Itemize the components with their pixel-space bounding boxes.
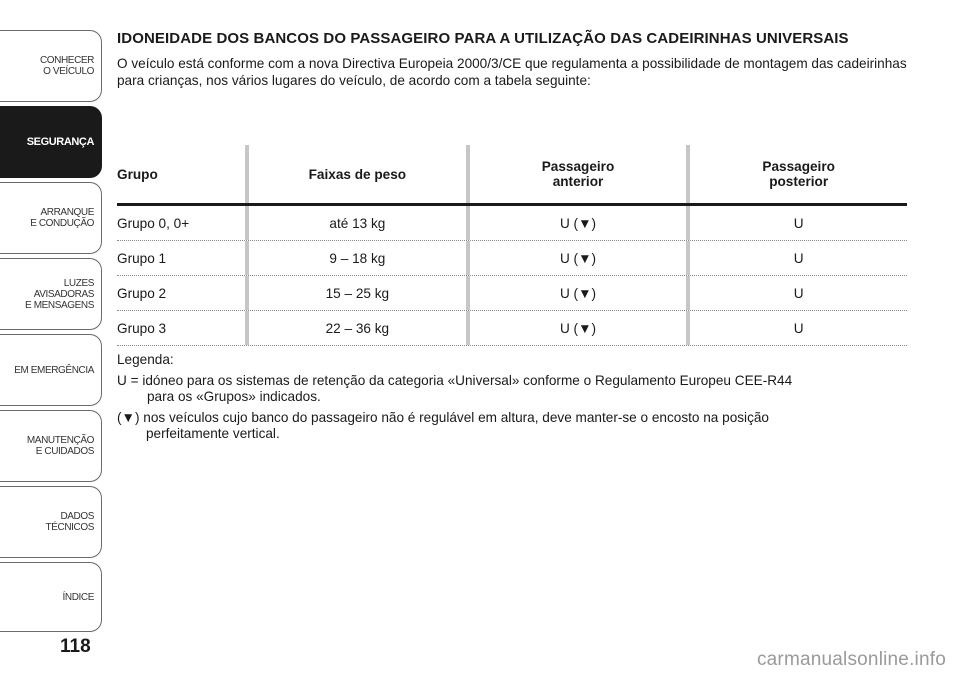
column-divider (465, 145, 470, 203)
column-divider (465, 206, 470, 240)
cell-passageiro-posterior: U (793, 215, 804, 231)
column-divider (245, 145, 250, 203)
cell-passageiro-anterior: U (▼) (559, 320, 597, 336)
column-divider (465, 276, 470, 310)
tab-conhecer-o-veiculo[interactable]: CONHECER O VEÍCULO (0, 30, 102, 102)
column-divider (686, 276, 691, 310)
cell-faixa-peso: até 13 kg (329, 215, 386, 231)
legend-item-triangle: (▼) nos veículos cujo banco do passageir… (117, 410, 907, 442)
table-row: Grupo 3 22 – 36 kg U (▼) U (117, 311, 907, 346)
table-header-row: Grupo Faixas de peso Passageiro anterior… (117, 145, 907, 206)
cell-grupo: Grupo 3 (117, 320, 167, 336)
tab-arranque-e-conducao[interactable]: ARRANQUE E CONDUÇÃO (0, 182, 102, 254)
column-divider (686, 241, 691, 275)
tab-em-emergencia[interactable]: EM EMERGÊNCIA (0, 334, 102, 406)
table-row: Grupo 1 9 – 18 kg U (▼) U (117, 241, 907, 276)
column-divider (465, 241, 470, 275)
cell-faixa-peso: 9 – 18 kg (329, 250, 386, 266)
header-passageiro-anterior: Passageiro anterior (541, 159, 615, 189)
header-passageiro-posterior: Passageiro posterior (762, 159, 835, 189)
cell-grupo: Grupo 1 (117, 250, 167, 266)
header-grupo: Grupo (117, 166, 158, 182)
column-divider (245, 276, 250, 310)
tab-indice[interactable]: ÍNDICE (0, 562, 102, 632)
section-content: IDONEIDADE DOS BANCOS DO PASSAGEIRO PARA… (117, 30, 907, 89)
seat-suitability-table: Grupo Faixas de peso Passageiro anterior… (117, 145, 907, 346)
cell-passageiro-posterior: U (793, 285, 804, 301)
cell-passageiro-anterior: U (▼) (559, 285, 597, 301)
cell-passageiro-anterior: U (▼) (559, 215, 597, 231)
column-divider (686, 145, 691, 203)
legend-key-triangle: (▼) (117, 410, 140, 425)
table-row: Grupo 0, 0+ até 13 kg U (▼) U (117, 206, 907, 241)
legend: Legenda: U = idóneo para os sistemas de … (117, 352, 907, 447)
column-divider (245, 311, 250, 345)
legend-key-u: U = (117, 373, 139, 388)
watermark: carmanualsonline.info (756, 649, 946, 670)
legend-desc-triangle-line1: nos veículos cujo banco do passageiro nã… (143, 410, 769, 425)
cell-grupo: Grupo 2 (117, 285, 167, 301)
header-faixas-de-peso: Faixas de peso (308, 166, 407, 182)
cell-passageiro-posterior: U (793, 320, 804, 336)
tab-manutencao-e-cuidados[interactable]: MANUTENÇÃO E CUIDADOS (0, 410, 102, 482)
cell-faixa-peso: 15 – 25 kg (325, 285, 390, 301)
cell-passageiro-anterior: U (▼) (559, 250, 597, 266)
cell-faixa-peso: 22 – 36 kg (325, 320, 390, 336)
table-row: Grupo 2 15 – 25 kg U (▼) U (117, 276, 907, 311)
legend-title: Legenda: (117, 352, 174, 367)
legend-desc-triangle-line2: perfeitamente vertical. (146, 426, 280, 441)
intro-paragraph: O veículo está conforme com a nova Direc… (117, 56, 907, 88)
column-divider (686, 311, 691, 345)
legend-item-u: U = idóneo para os sistemas de retenção … (117, 373, 907, 405)
tab-luzes-avisadoras[interactable]: LUZES AVISADORAS E MENSAGENS (0, 258, 102, 330)
tab-seguranca[interactable]: SEGURANÇA (0, 106, 102, 178)
column-divider (686, 206, 691, 240)
cell-passageiro-posterior: U (793, 250, 804, 266)
section-heading: IDONEIDADE DOS BANCOS DO PASSAGEIRO PARA… (117, 30, 849, 47)
column-divider (465, 311, 470, 345)
legend-desc-u-line1: idóneo para os sistemas de retenção da c… (142, 373, 793, 388)
column-divider (245, 206, 250, 240)
page-number: 118 (60, 636, 91, 657)
column-divider (245, 241, 250, 275)
tab-dados-tecnicos[interactable]: DADOS TÉCNICOS (0, 486, 102, 558)
legend-desc-u-line2: para os «Grupos» indicados. (147, 389, 321, 404)
cell-grupo: Grupo 0, 0+ (117, 215, 190, 231)
